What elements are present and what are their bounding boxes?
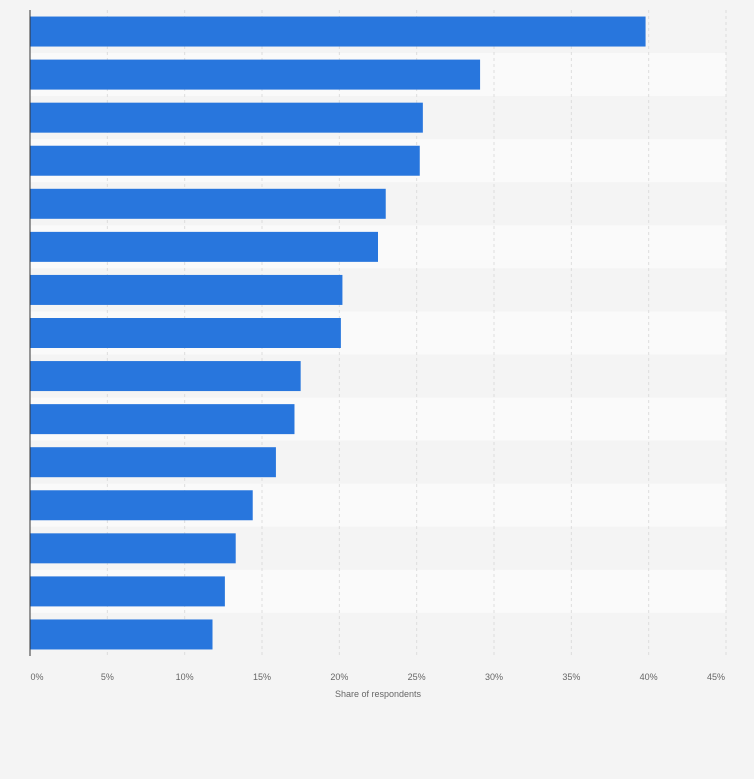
x-tick-label: 45% (707, 672, 725, 682)
x-axis-title: Share of respondents (335, 689, 422, 699)
x-tick-label: 30% (485, 672, 503, 682)
x-tick-label: 10% (176, 672, 194, 682)
bars (30, 16, 646, 650)
bar (30, 231, 378, 262)
x-tick-label: 35% (562, 672, 580, 682)
bar (30, 619, 213, 650)
bar (30, 102, 423, 133)
bar (30, 533, 236, 564)
bar (30, 59, 481, 90)
bar (30, 447, 276, 478)
x-tick-label: 0% (30, 672, 43, 682)
bar (30, 404, 295, 435)
x-tick-label: 5% (101, 672, 114, 682)
bar (30, 16, 646, 47)
x-axis-ticks: 0% 5% 10% 15% 20% 25% 30% 35% 40% 45% (30, 672, 725, 682)
x-tick-label: 25% (408, 672, 426, 682)
bar (30, 576, 225, 607)
x-tick-label: 40% (640, 672, 658, 682)
bar (30, 188, 386, 219)
bar (30, 318, 341, 348)
bar (30, 361, 301, 392)
bar (30, 274, 343, 305)
bar (30, 145, 420, 176)
bar (30, 490, 253, 521)
x-tick-label: 20% (330, 672, 348, 682)
x-tick-label: 15% (253, 672, 271, 682)
